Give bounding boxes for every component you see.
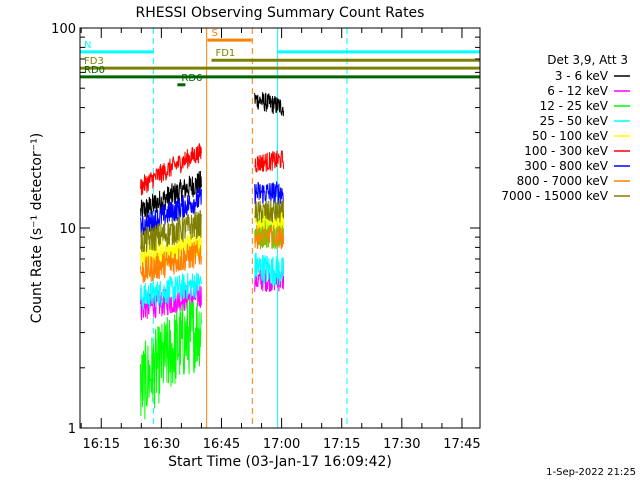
series-trace-7-2 [254, 181, 284, 206]
legend-entry-label: 50 - 100 keV [532, 129, 609, 143]
flag-label-rd0: RD0 [84, 65, 105, 76]
series-25-50-kev [140, 252, 285, 310]
series-300-800-kev [140, 181, 284, 239]
series-trace-1-2 [254, 92, 285, 117]
x-axis-label: Start Time (03-Jan-17 16:09:42) [168, 454, 392, 470]
series-trace-8-1 [140, 240, 202, 284]
legend-entry-label: 25 - 50 keV [540, 114, 609, 128]
series-trace-8-2 [254, 225, 285, 250]
series-trace-9-2 [254, 200, 285, 224]
legend-entry-label: 800 - 7000 keV [517, 174, 609, 188]
series-trace-6-1 [140, 143, 202, 196]
x-tick-label: 17:15 [323, 437, 360, 452]
plot-area: NSFD1FD3RD6RD0 [79, 28, 480, 428]
legend-entry-label: 12 - 25 keV [540, 99, 609, 113]
y-tick-label: 1 [68, 422, 76, 437]
footer-timestamp: 1-Sep-2022 21:25 [546, 467, 636, 478]
x-tick-label: 17:30 [383, 437, 420, 452]
series-3-6-kev [140, 92, 285, 219]
legend-entry-label: 100 - 300 keV [524, 144, 608, 158]
flag-label-n: N [84, 40, 91, 51]
x-tick-label: 16:45 [203, 437, 240, 452]
series-100-300-kev [140, 143, 285, 196]
y-tick-label: 100 [51, 22, 76, 37]
series-trace-2-2 [254, 268, 285, 292]
series-800-7000-kev [140, 225, 285, 284]
legend-entry-label: 300 - 800 keV [524, 159, 608, 173]
legend-header: Det 3,9, Att 3 [547, 53, 628, 67]
legend-entry-label: 6 - 12 keV [547, 84, 609, 98]
y-axis: 1 10 100 [51, 22, 480, 437]
series-trace-4-1 [140, 272, 202, 310]
flag-label-fd1: FD1 [215, 48, 235, 59]
y-tick-label: 10 [59, 222, 76, 237]
legend-entry-label: 7000 - 15000 keV [501, 189, 608, 203]
x-tick-label: 17:00 [263, 437, 300, 452]
y-axis-label: Count Rate (s⁻¹ detector⁻¹) [29, 133, 45, 323]
chart-title: RHESSI Observing Summary Count Rates [136, 5, 425, 21]
x-tick-label: 17:45 [443, 437, 480, 452]
x-axis: 16:15 16:30 16:45 17:00 17:15 17:30 17:45 [80, 28, 481, 452]
series-trace-9-1 [140, 210, 202, 253]
x-tick-label: 16:15 [83, 437, 120, 452]
series-trace-7-1 [140, 187, 202, 239]
flag-label-fd3: FD3 [84, 56, 104, 67]
series-trace-6-2 [254, 150, 285, 174]
series-trace-4-2 [254, 252, 285, 287]
series-trace-5-2 [254, 207, 285, 232]
series-trace-3-1 [140, 298, 202, 420]
legend-entry-label: 3 - 6 keV [555, 69, 609, 83]
flag-label-s: S [211, 28, 217, 39]
series-7000-15000-kev [140, 200, 285, 253]
x-tick-label: 16:30 [143, 437, 180, 452]
series-trace-1-1 [140, 170, 202, 219]
